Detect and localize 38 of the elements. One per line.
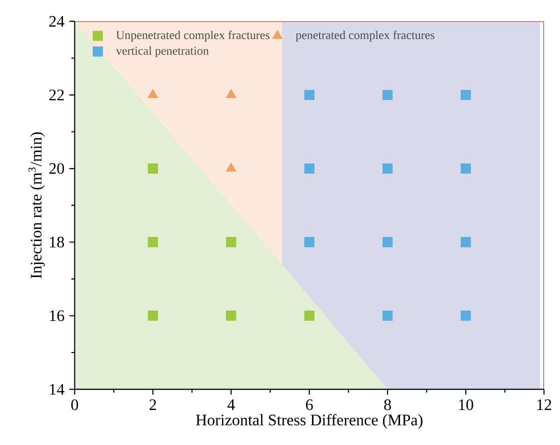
point (460, 310, 471, 321)
y-tick-label: 14 (50, 384, 64, 394)
point (226, 162, 236, 172)
point (382, 163, 393, 174)
point (304, 163, 314, 174)
point (460, 236, 471, 248)
point (148, 163, 158, 174)
point (148, 236, 158, 248)
y-tick-label: 18 (50, 236, 64, 248)
point (304, 310, 314, 321)
point (148, 310, 158, 321)
x-tick-label: 10 (459, 399, 474, 410)
legend-label: penetrated complex fractures (296, 30, 434, 42)
y-tick-label: 20 (49, 162, 64, 174)
y-tick-label: 24 (49, 16, 64, 26)
point (226, 310, 236, 321)
x-tick-label: 2 (150, 399, 156, 410)
x-tick-label: 4 (227, 399, 235, 410)
y-tick-label: 22 (49, 89, 64, 100)
y-axis-title: Injection rate (m$^{3}$/min) (28, 132, 45, 278)
point (460, 163, 471, 174)
point (226, 236, 236, 248)
y-tick-label: 16 (50, 310, 64, 321)
legend-label: Unpenetrated complex fractures (116, 30, 270, 42)
point (304, 90, 314, 100)
x-tick-label: 8 (384, 399, 391, 410)
point (304, 236, 314, 248)
point (382, 236, 393, 248)
point (382, 310, 393, 321)
x-axis-title: Horizontal Stress Difference (MPa) (196, 414, 422, 429)
point (382, 90, 393, 100)
point (460, 90, 471, 100)
legend-label: vertical penetration (116, 46, 209, 58)
point (226, 88, 236, 98)
x-tick-label: 6 (306, 399, 313, 410)
x-tick-label: 12 (537, 399, 552, 410)
point (148, 88, 158, 98)
x-tick-label: 0 (71, 399, 78, 410)
